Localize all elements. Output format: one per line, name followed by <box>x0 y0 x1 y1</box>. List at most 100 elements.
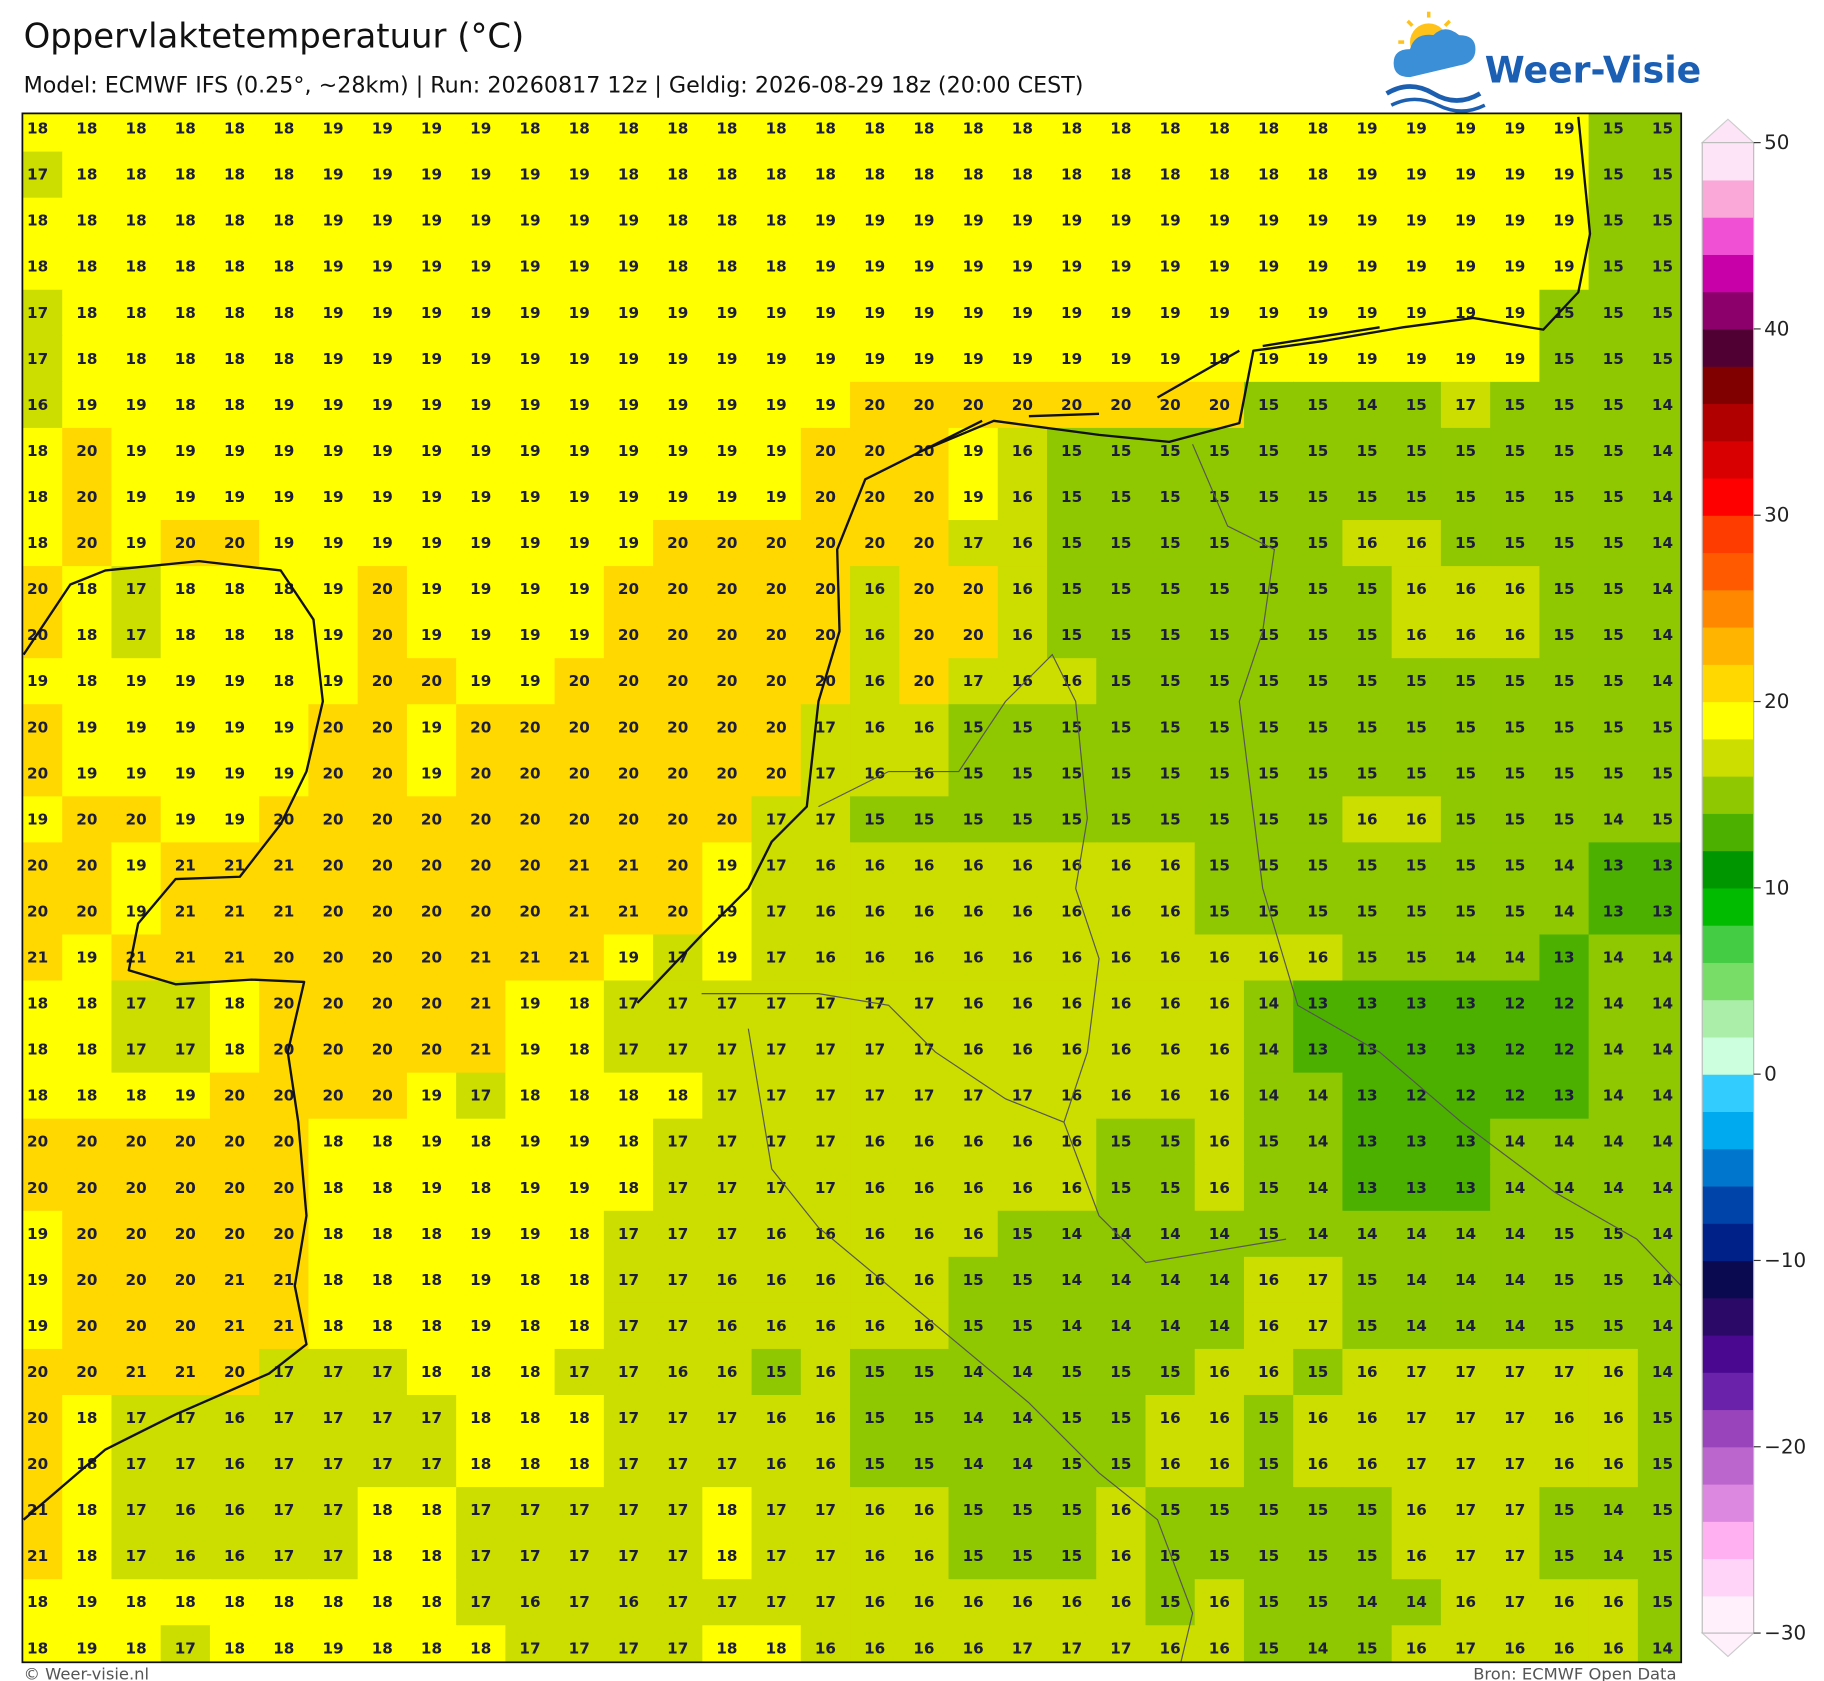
temperature-cell <box>800 980 851 1028</box>
temperature-cell <box>1588 335 1639 383</box>
temperature-value: 18 <box>963 166 984 184</box>
temperature-cell <box>1637 1625 1682 1663</box>
temperature-value: 21 <box>273 1271 294 1289</box>
temperature-value: 15 <box>864 1409 885 1427</box>
temperature-value: 16 <box>815 949 836 967</box>
temperature-cell <box>1539 289 1590 337</box>
temperature-cell <box>554 704 605 751</box>
colorbar-tick-label: 30 <box>1764 504 1789 527</box>
temperature-cell <box>1243 1256 1294 1304</box>
temperature-cell <box>1194 1164 1245 1212</box>
temperature-cell <box>456 520 507 567</box>
temperature-value: 18 <box>421 1547 442 1565</box>
temperature-value: 14 <box>1652 949 1673 967</box>
temperature-value: 14 <box>1652 1317 1673 1335</box>
temperature-value: 17 <box>716 1455 737 1473</box>
temperature-cell <box>308 1118 359 1166</box>
temperature-value: 19 <box>224 764 245 782</box>
temperature-value: 16 <box>864 1271 885 1289</box>
temperature-cell <box>1637 1348 1682 1396</box>
temperature-cell <box>62 381 113 429</box>
temperature-value: 18 <box>273 304 294 322</box>
temperature-value: 19 <box>569 350 590 368</box>
temperature-value: 19 <box>470 396 491 414</box>
footer-credit: © Weer-visie.nl <box>24 1664 150 1681</box>
temperature-cell <box>554 1579 605 1626</box>
temperature-cell <box>1637 243 1682 291</box>
temperature-cell <box>505 566 556 613</box>
temperature-cell <box>948 796 999 844</box>
temperature-value: 19 <box>27 810 48 828</box>
temperature-value: 17 <box>667 1317 688 1335</box>
temperature-value: 17 <box>716 1087 737 1105</box>
temperature-cell <box>899 1164 950 1212</box>
temperature-cell <box>1243 381 1294 429</box>
temperature-cell <box>505 1533 556 1580</box>
temperature-value: 18 <box>273 1593 294 1611</box>
temperature-value: 19 <box>372 304 393 322</box>
temperature-cell <box>948 1394 999 1442</box>
temperature-cell <box>308 243 359 291</box>
temperature-value: 15 <box>1209 856 1230 874</box>
temperature-value: 16 <box>1061 1087 1082 1105</box>
temperature-value: 20 <box>27 902 48 920</box>
temperature-cell <box>997 704 1048 751</box>
temperature-value: 14 <box>1652 442 1673 460</box>
temperature-cell <box>800 243 851 291</box>
temperature-value: 17 <box>372 1409 393 1427</box>
temperature-cell <box>702 1164 753 1212</box>
temperature-cell <box>505 1118 556 1166</box>
temperature-cell <box>1194 427 1245 475</box>
temperature-cell <box>1145 1026 1196 1074</box>
temperature-cell <box>1145 566 1196 613</box>
temperature-cell <box>209 473 260 521</box>
temperature-cell <box>1047 381 1097 429</box>
temperature-value: 20 <box>372 902 393 920</box>
temperature-cell <box>653 427 704 475</box>
temperature-value: 13 <box>1356 1087 1377 1105</box>
temperature-value: 19 <box>963 488 984 506</box>
temperature-cell <box>1293 1579 1344 1626</box>
temperature-value: 15 <box>1406 764 1427 782</box>
temperature-cell <box>160 1579 211 1626</box>
temperature-value: 19 <box>667 350 688 368</box>
temperature-value: 20 <box>864 442 885 460</box>
temperature-value: 21 <box>470 995 491 1013</box>
temperature-cell <box>653 1348 704 1396</box>
temperature-cell <box>850 289 900 337</box>
temperature-cell <box>1096 1302 1147 1350</box>
temperature-value: 19 <box>766 304 787 322</box>
temperature-value: 17 <box>963 672 984 690</box>
temperature-cell <box>1145 289 1196 337</box>
temperature-cell <box>1194 704 1245 751</box>
temperature-value: 15 <box>1307 626 1328 644</box>
temperature-value: 19 <box>519 1133 540 1151</box>
colorbar-band <box>1702 403 1754 442</box>
temperature-value: 19 <box>1406 304 1427 322</box>
temperature-cell <box>505 520 556 567</box>
temperature-cell <box>1539 1625 1590 1663</box>
temperature-cell <box>1194 796 1245 844</box>
temperature-cell <box>653 1072 704 1120</box>
temperature-cell <box>1440 381 1491 429</box>
temperature-value: 19 <box>569 626 590 644</box>
temperature-cell <box>997 1118 1048 1166</box>
temperature-cell <box>1539 1072 1590 1120</box>
temperature-value: 15 <box>1110 672 1131 690</box>
temperature-cell <box>160 842 211 890</box>
temperature-value: 16 <box>1110 856 1131 874</box>
temperature-value: 19 <box>1406 120 1427 138</box>
temperature-cell <box>1588 243 1639 291</box>
temperature-cell <box>160 1118 211 1166</box>
temperature-cell <box>1539 980 1590 1028</box>
temperature-value: 21 <box>519 949 540 967</box>
temperature-cell <box>1243 473 1294 521</box>
temperature-value: 19 <box>618 396 639 414</box>
temperature-cell <box>899 113 950 153</box>
temperature-cell <box>948 750 999 798</box>
temperature-cell <box>1293 1487 1344 1534</box>
temperature-value: 14 <box>1504 1133 1525 1151</box>
temperature-value: 20 <box>421 902 442 920</box>
temperature-value: 15 <box>1455 442 1476 460</box>
temperature-value: 17 <box>569 1547 590 1565</box>
